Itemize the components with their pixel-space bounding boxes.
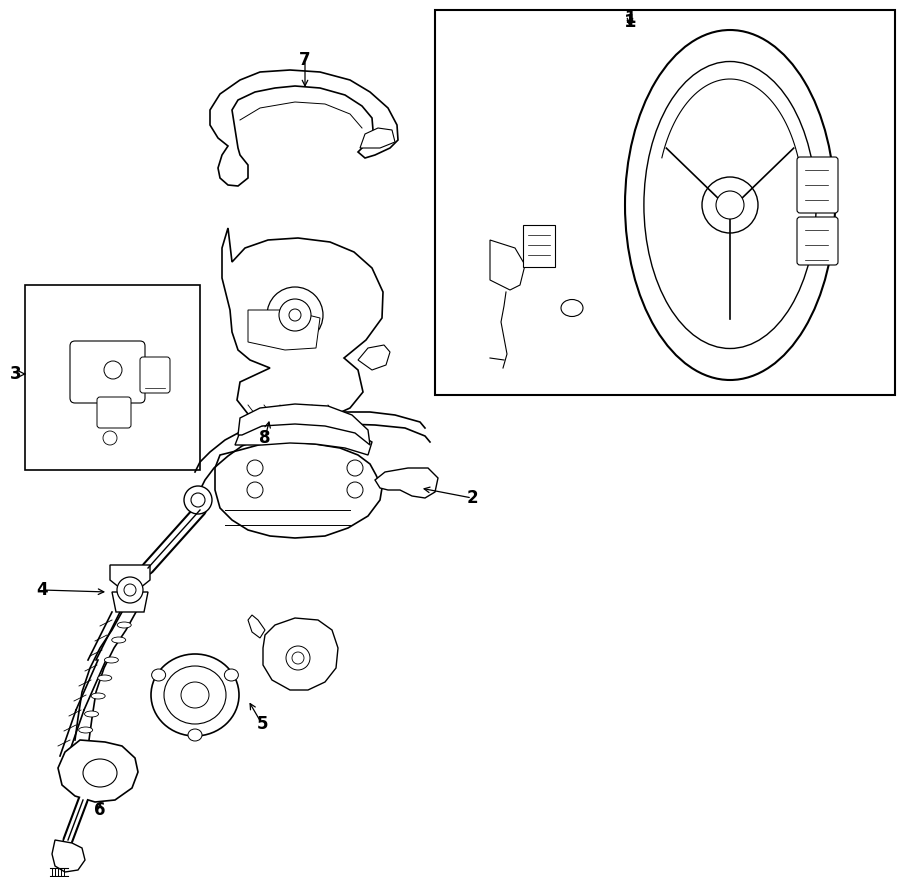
Circle shape (104, 361, 122, 379)
Bar (435, 10, 895, 395)
Polygon shape (110, 565, 150, 588)
Polygon shape (358, 345, 390, 370)
Polygon shape (210, 70, 398, 186)
Polygon shape (112, 592, 148, 612)
Circle shape (716, 191, 744, 219)
Circle shape (117, 577, 143, 603)
Ellipse shape (644, 61, 816, 348)
Ellipse shape (561, 300, 583, 317)
Circle shape (292, 652, 304, 664)
FancyBboxPatch shape (797, 157, 838, 213)
Ellipse shape (98, 675, 112, 681)
Text: 8: 8 (259, 429, 271, 447)
Ellipse shape (151, 654, 239, 736)
FancyBboxPatch shape (140, 357, 170, 393)
Ellipse shape (117, 622, 131, 628)
Circle shape (279, 299, 311, 331)
Ellipse shape (104, 657, 119, 663)
Ellipse shape (164, 666, 226, 724)
Circle shape (347, 482, 363, 498)
Circle shape (247, 460, 263, 476)
Ellipse shape (151, 669, 166, 681)
Polygon shape (263, 618, 338, 690)
Polygon shape (360, 128, 395, 148)
Ellipse shape (83, 759, 117, 787)
Text: 7: 7 (299, 51, 310, 69)
Polygon shape (215, 442, 382, 538)
Ellipse shape (224, 669, 238, 681)
Polygon shape (235, 422, 372, 455)
FancyBboxPatch shape (523, 225, 555, 267)
Circle shape (103, 431, 117, 445)
Polygon shape (52, 840, 85, 872)
Ellipse shape (112, 637, 126, 643)
Polygon shape (248, 615, 265, 638)
Circle shape (267, 287, 323, 343)
Text: 1: 1 (625, 9, 635, 27)
Circle shape (247, 482, 263, 498)
Polygon shape (490, 240, 525, 290)
Text: 4: 4 (36, 581, 48, 599)
Text: 3: 3 (10, 365, 22, 383)
Text: 5: 5 (256, 715, 268, 733)
Circle shape (347, 460, 363, 476)
Ellipse shape (85, 711, 98, 717)
Polygon shape (375, 468, 438, 498)
Text: 1: 1 (624, 13, 636, 31)
FancyBboxPatch shape (70, 341, 145, 403)
Circle shape (124, 584, 136, 596)
Ellipse shape (188, 729, 202, 741)
FancyBboxPatch shape (97, 397, 131, 428)
Circle shape (702, 177, 758, 233)
Text: 6: 6 (94, 801, 106, 819)
Text: 2: 2 (466, 489, 478, 507)
Circle shape (191, 493, 205, 507)
Polygon shape (238, 404, 370, 445)
Bar (25, 285, 200, 470)
Ellipse shape (181, 682, 209, 708)
Ellipse shape (91, 693, 105, 699)
Circle shape (184, 486, 212, 514)
Polygon shape (248, 310, 320, 350)
Circle shape (286, 646, 310, 670)
Polygon shape (58, 740, 138, 802)
FancyBboxPatch shape (797, 217, 838, 265)
Ellipse shape (625, 30, 835, 380)
Ellipse shape (78, 727, 93, 733)
Circle shape (289, 309, 301, 321)
Polygon shape (222, 228, 383, 422)
